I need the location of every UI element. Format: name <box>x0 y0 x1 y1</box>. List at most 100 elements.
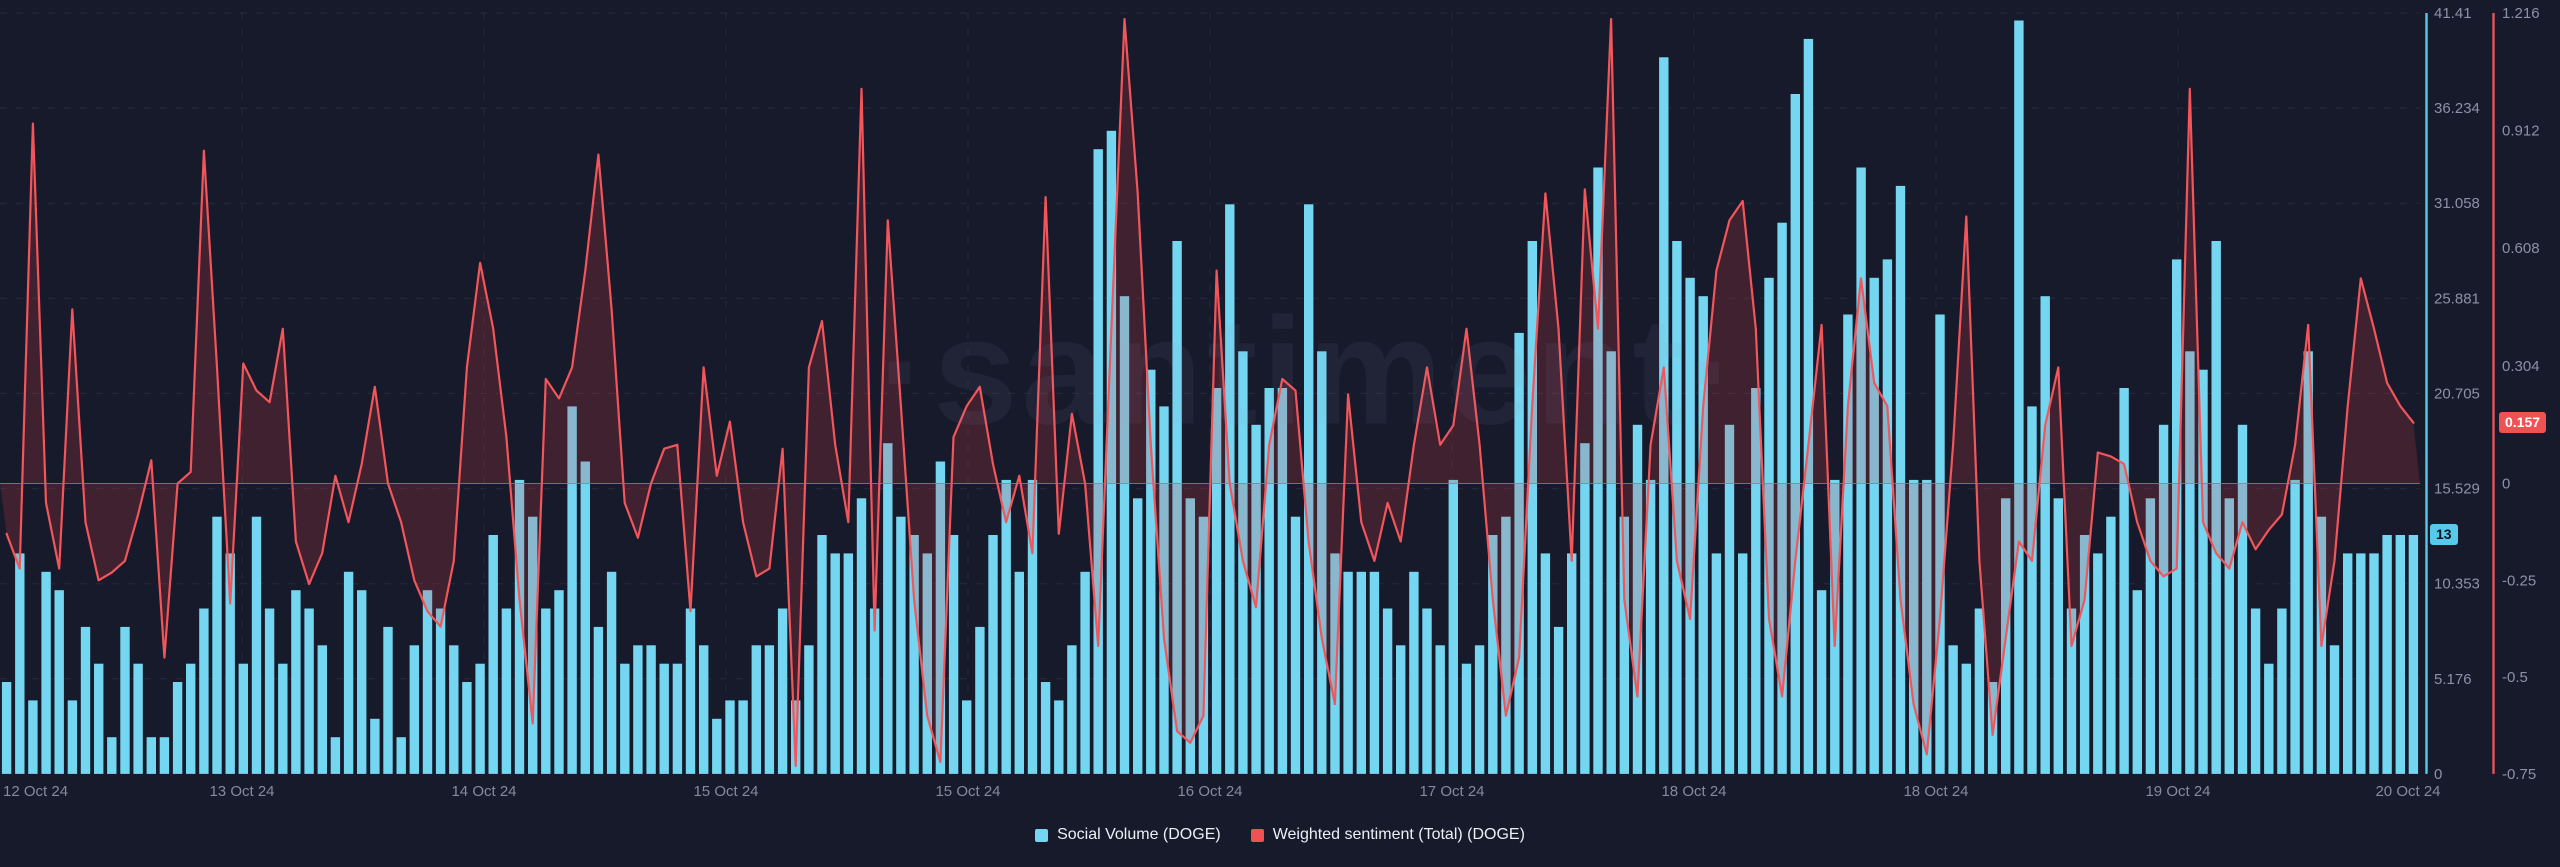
volume-bar[interactable] <box>159 737 170 774</box>
volume-bar[interactable] <box>1277 388 1288 774</box>
volume-bar[interactable] <box>1317 351 1327 774</box>
volume-bar[interactable] <box>1001 479 1011 774</box>
volume-bar[interactable] <box>304 608 314 774</box>
volume-bar[interactable] <box>1856 167 1866 774</box>
volume-bar[interactable] <box>2040 296 2050 774</box>
volume-bar[interactable] <box>1514 332 1524 774</box>
volume-bar[interactable] <box>2408 535 2419 774</box>
volume-bar[interactable] <box>777 608 788 774</box>
volume-bar[interactable] <box>1474 645 1485 774</box>
dual-axis-chart[interactable]: 41.41 36.234 31.058 25.881 20.705 15.529 10.35… <box>0 0 2560 812</box>
volume-bar[interactable] <box>1553 626 1564 774</box>
volume-bar[interactable] <box>1304 204 1314 774</box>
volume-bar[interactable] <box>528 516 538 774</box>
volume-bar[interactable] <box>685 608 696 774</box>
volume-bar[interactable] <box>370 718 380 774</box>
volume-bar[interactable] <box>186 663 196 774</box>
volume-bar[interactable] <box>2290 479 2300 774</box>
volume-bar[interactable] <box>1974 608 1985 774</box>
volume-bar[interactable] <box>1948 645 1958 774</box>
volume-bar[interactable] <box>712 718 722 774</box>
volume-bar[interactable] <box>488 535 498 774</box>
volume-bar[interactable] <box>1369 571 1380 774</box>
volume-bar[interactable] <box>1606 351 1616 774</box>
volume-bar[interactable] <box>172 682 183 774</box>
volume-bar[interactable] <box>15 553 25 774</box>
volume-bar[interactable] <box>1935 314 1945 774</box>
volume-bar[interactable] <box>738 700 748 774</box>
volume-bar[interactable] <box>659 663 669 774</box>
volume-bar[interactable] <box>409 645 419 774</box>
volume-bar[interactable] <box>212 516 222 774</box>
volume-bar[interactable] <box>2172 259 2182 774</box>
volume-bar[interactable] <box>251 516 262 774</box>
volume-bar[interactable] <box>54 590 64 774</box>
volume-bar[interactable] <box>1014 571 1024 774</box>
volume-bar[interactable] <box>41 571 51 774</box>
volume-bar[interactable] <box>804 645 814 774</box>
volume-bar[interactable] <box>2119 388 2129 774</box>
volume-bar[interactable] <box>2264 663 2274 774</box>
volume-bar[interactable] <box>843 553 853 774</box>
volume-bar[interactable] <box>1711 553 1722 774</box>
legend-item-social-volume[interactable]: Social Volume (DOGE) <box>1035 826 1221 844</box>
volume-bar[interactable] <box>751 645 761 774</box>
volume-bar[interactable] <box>1816 590 1827 774</box>
volume-bar[interactable] <box>672 663 683 774</box>
volume-bar[interactable] <box>1724 424 1735 774</box>
volume-bar[interactable] <box>80 626 91 774</box>
volume-bar[interactable] <box>1211 388 1222 774</box>
volume-bar[interactable] <box>1448 479 1458 774</box>
volume-bar[interactable] <box>291 590 301 774</box>
volume-bar[interactable] <box>146 737 156 774</box>
volume-bar[interactable] <box>1 682 12 774</box>
volume-bar[interactable] <box>606 571 617 774</box>
volume-bar[interactable] <box>435 608 446 774</box>
volume-bar[interactable] <box>199 608 209 774</box>
volume-bar[interactable] <box>2369 553 2379 774</box>
volume-bar[interactable] <box>633 645 643 774</box>
volume-bar[interactable] <box>2106 516 2116 774</box>
volume-bar[interactable] <box>1396 645 1406 774</box>
volume-bar[interactable] <box>2250 608 2261 774</box>
volume-bar[interactable] <box>1488 535 1498 774</box>
volume-bar[interactable] <box>1593 167 1603 774</box>
volume-bar[interactable] <box>94 663 104 774</box>
volume-bar[interactable] <box>1501 516 1511 774</box>
volume-bar[interactable] <box>357 590 367 774</box>
volume-bar[interactable] <box>422 590 433 774</box>
volume-bar[interactable] <box>725 700 735 774</box>
volume-bar[interactable] <box>699 645 709 774</box>
volume-bar[interactable] <box>1343 571 1353 774</box>
volume-bar[interactable] <box>2132 590 2142 774</box>
volume-bar[interactable] <box>975 626 985 774</box>
volume-bar[interactable] <box>2303 351 2313 774</box>
volume-bar[interactable] <box>1659 57 1669 774</box>
volume-bar[interactable] <box>1698 296 1708 774</box>
volume-bar[interactable] <box>1685 277 1695 774</box>
volume-bar[interactable] <box>988 535 998 774</box>
volume-bar[interactable] <box>343 571 354 774</box>
volume-bar[interactable] <box>1054 700 1064 774</box>
volume-bar[interactable] <box>1790 94 1800 774</box>
volume-bar[interactable] <box>2224 498 2234 774</box>
volume-bar[interactable] <box>909 535 919 774</box>
volume-bar[interactable] <box>1146 369 1156 774</box>
volume-bar[interactable] <box>514 479 525 774</box>
volume-bar[interactable] <box>1461 663 1472 774</box>
volume-bar[interactable] <box>1869 277 1879 774</box>
volume-bar[interactable] <box>1764 277 1774 774</box>
volume-bar[interactable] <box>1632 424 1643 774</box>
volume-bar[interactable] <box>1777 222 1787 774</box>
volume-bar[interactable] <box>1172 241 1182 774</box>
volume-bar[interactable] <box>396 737 406 774</box>
volume-bar[interactable] <box>948 535 959 774</box>
volume-bar[interactable] <box>830 553 840 774</box>
volume-bar[interactable] <box>1264 388 1274 774</box>
volume-bar[interactable] <box>2053 498 2063 774</box>
volume-bar[interactable] <box>1567 553 1577 774</box>
volume-bar[interactable] <box>1751 388 1761 774</box>
volume-bar[interactable] <box>1843 314 1853 774</box>
volume-bar[interactable] <box>2277 608 2287 774</box>
volume-bar[interactable] <box>1093 149 1103 774</box>
